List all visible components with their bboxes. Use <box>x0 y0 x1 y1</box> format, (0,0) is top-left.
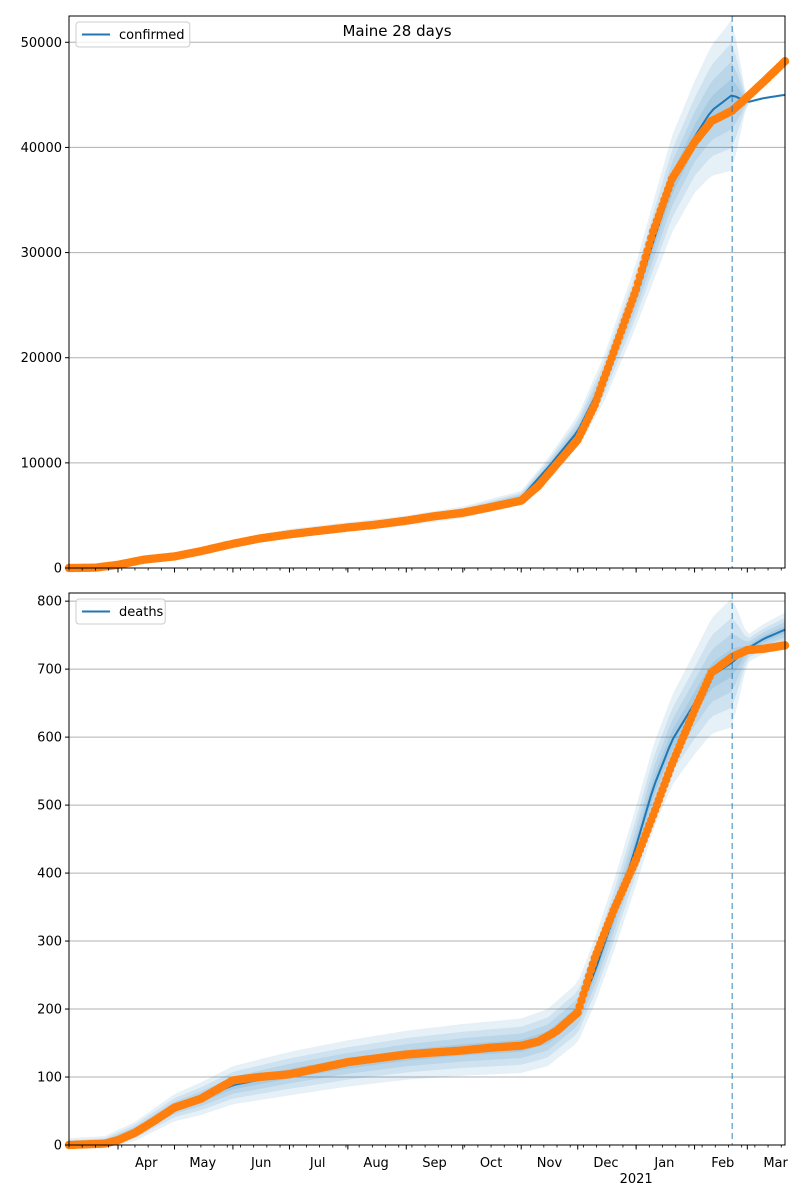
y-tick-label: 700 <box>37 663 62 678</box>
observed-point <box>633 278 643 288</box>
observed-point <box>647 233 656 243</box>
figure-title: Maine 28 days <box>342 22 451 40</box>
plot-frame <box>68 592 786 1146</box>
observed-point <box>645 240 654 249</box>
x-tick-label: Feb <box>711 1156 734 1171</box>
x-tick-label: Dec <box>593 1156 618 1171</box>
legend-label: confirmed <box>119 28 185 43</box>
x-tick-label: Aug <box>363 1156 388 1171</box>
uncertainty-band <box>69 20 785 569</box>
y-tick-label: 10000 <box>21 456 62 471</box>
y-tick-label: 300 <box>37 935 62 950</box>
deaths-panel: 0 100 200 300 400 500 600 700 800 Apr May Jun Jul Aug… <box>37 592 790 1187</box>
x-tick-label: May <box>189 1156 216 1171</box>
legend: deaths <box>75 598 166 625</box>
plot-frame <box>68 15 786 569</box>
uncertainty-band <box>69 598 785 1145</box>
y-tick-label: 20000 <box>21 351 62 366</box>
legend: confirmed <box>75 21 191 48</box>
x-tick-label: Sep <box>422 1156 447 1171</box>
y-tick-label: 0 <box>54 1139 62 1154</box>
x-tick-label: Nov <box>537 1156 563 1171</box>
y-tick-label: 40000 <box>21 141 62 156</box>
legend-label: deaths <box>119 605 164 620</box>
y-tick-label: 500 <box>37 799 62 814</box>
y-tick-label: 50000 <box>21 36 62 51</box>
x-tick-label: Jul <box>309 1156 326 1171</box>
observed-point <box>643 246 652 255</box>
uncertainty-band <box>69 42 785 568</box>
observed-point <box>631 285 641 294</box>
legend-box <box>75 598 166 625</box>
x-year-label: 2021 <box>620 1172 653 1187</box>
x-tick-label: Jan <box>653 1156 674 1171</box>
uncertainty-band <box>69 61 785 568</box>
y-tick-label: 100 <box>37 1071 62 1086</box>
observed-point <box>641 253 650 262</box>
observed-point <box>639 259 648 268</box>
legend-box <box>75 21 191 48</box>
y-tick-label: 30000 <box>21 246 62 261</box>
x-tick-label: Apr <box>135 1156 158 1171</box>
confirmed-panel: 0 10000 20000 30000 40000 50000 confirmed <box>21 15 790 577</box>
y-tick-label: 800 <box>37 595 62 610</box>
y-tick-label: 200 <box>37 1003 62 1018</box>
x-tick-label: Mar <box>763 1156 788 1171</box>
y-tick-label: 400 <box>37 867 62 882</box>
observed-point <box>635 272 645 281</box>
x-tick-label: Oct <box>480 1156 502 1171</box>
y-tick-label: 0 <box>54 562 62 577</box>
y-tick-label: 600 <box>37 731 62 746</box>
x-tick-label: Jun <box>250 1156 271 1171</box>
observed-point <box>637 265 646 275</box>
